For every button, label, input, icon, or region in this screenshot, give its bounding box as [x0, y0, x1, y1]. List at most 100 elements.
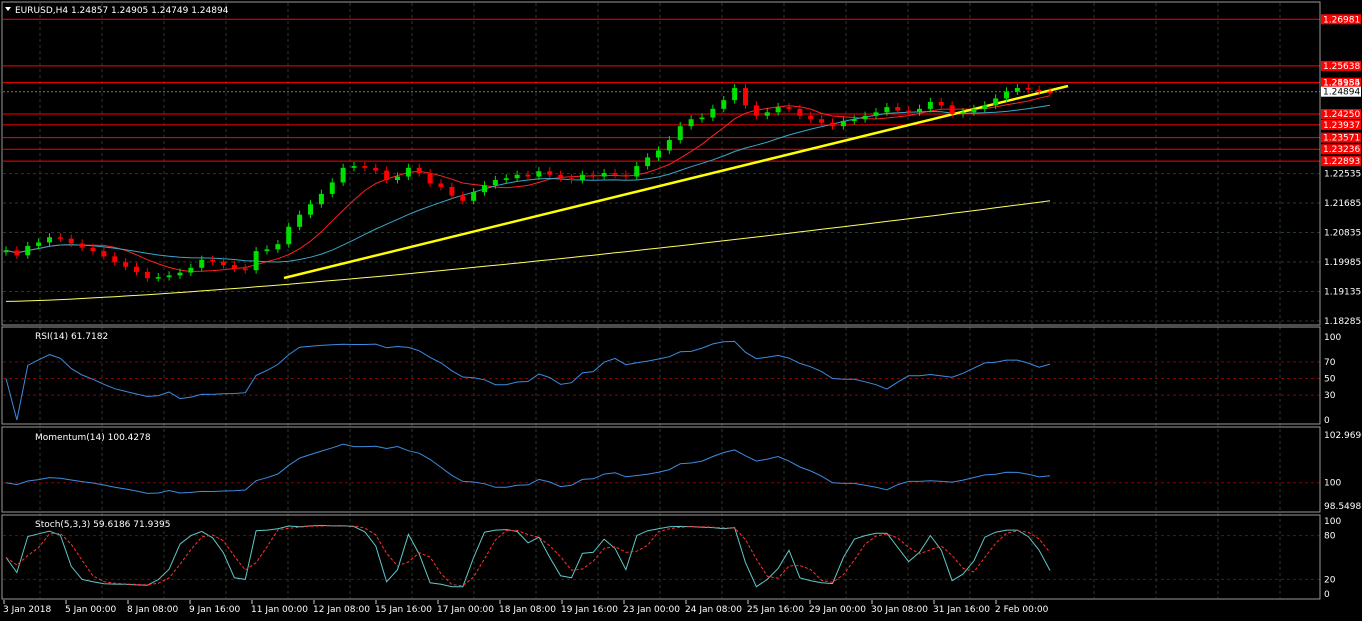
time-tick-label: 9 Jan 16:00	[189, 605, 241, 615]
candle-body	[329, 182, 335, 194]
time-tick-label: 29 Jan 00:00	[809, 605, 866, 615]
moving-averages	[5, 95, 1051, 302]
current-price-label: 1.24894	[1323, 88, 1360, 98]
time-tick-label: 12 Jan 08:00	[313, 605, 370, 615]
candle-body	[492, 179, 498, 186]
candle-body	[166, 275, 172, 278]
price-level-label: 1.22893	[1323, 157, 1360, 167]
candle-body	[395, 176, 400, 180]
time-tick-label: 3 Jan 2018	[3, 605, 51, 615]
stoch-main-line	[5, 524, 1051, 588]
candle-body	[264, 249, 270, 252]
time-tick-label: 25 Jan 16:00	[747, 605, 804, 615]
price-tick: 1.21685	[1324, 199, 1361, 209]
candle-body	[971, 108, 977, 113]
candle-body	[558, 174, 564, 179]
candle-body	[36, 242, 42, 246]
candle-body	[253, 251, 259, 271]
candle-body	[830, 122, 835, 127]
time-tick-label: 11 Jan 00:00	[251, 605, 308, 615]
time-tick-label: 19 Jan 16:00	[561, 605, 618, 615]
price-level-tag	[1321, 60, 1361, 71]
ma-fast-line	[5, 95, 1051, 273]
candle-body	[579, 174, 585, 180]
candle-body	[177, 272, 183, 276]
menu-arrow-icon[interactable]	[5, 7, 11, 11]
price-level-label: 1.25638	[1323, 62, 1360, 72]
price-tick: 1.19985	[1324, 258, 1361, 268]
price-level-label: 1.23571	[1323, 134, 1360, 144]
price-level-tag	[1321, 14, 1361, 25]
candle-body	[188, 267, 194, 273]
time-tick-label: 31 Jan 16:00	[933, 605, 990, 615]
candle-body	[906, 110, 912, 113]
candle-body	[569, 178, 574, 180]
candle-body	[656, 150, 661, 158]
time-tick-label: 24 Jan 08:00	[685, 605, 742, 615]
candle-body	[242, 268, 248, 271]
candle-body	[666, 140, 672, 151]
candle-body	[25, 245, 31, 256]
current-price-tag	[1321, 86, 1361, 97]
candle-body	[449, 186, 455, 196]
candle-body	[134, 266, 139, 272]
candle-body	[699, 117, 705, 120]
panel-frame	[1, 426, 1321, 513]
candle-body	[884, 107, 890, 113]
candle-body	[960, 112, 966, 115]
candle-body	[525, 174, 531, 177]
price-level-label: 1.23236	[1323, 145, 1360, 155]
candle-body	[47, 237, 52, 243]
candle-body	[710, 108, 716, 118]
candle-body	[1025, 88, 1031, 90]
candle-body	[590, 174, 596, 177]
chart-grid	[3, 3, 1320, 598]
candle-body	[775, 107, 781, 113]
price-level-label: 1.23937	[1323, 121, 1360, 131]
candle-body	[688, 119, 694, 127]
price-tick: 1.18285	[1324, 317, 1361, 327]
candle-body	[677, 126, 683, 141]
candle-body	[1014, 88, 1020, 92]
candle-body	[112, 256, 118, 263]
panel-frame	[1, 514, 1321, 600]
candle-body	[764, 112, 770, 116]
time-tick-label: 30 Jan 08:00	[871, 605, 928, 615]
candle-body	[351, 166, 357, 168]
candle-body	[982, 105, 988, 109]
candle-body	[438, 183, 444, 187]
momentum-line	[5, 443, 1051, 494]
candle-body	[612, 173, 618, 175]
candle-body	[1047, 91, 1053, 93]
rsi-line	[5, 340, 1051, 421]
candle-body	[14, 250, 20, 256]
candle-body	[123, 262, 129, 267]
axis-tick: 30	[1324, 391, 1336, 401]
price-level-tag	[1321, 144, 1361, 155]
axis-tick: 98.5498	[1324, 502, 1361, 512]
price-level-label: 1.25154	[1323, 79, 1360, 89]
time-tick-label: 8 Jan 08:00	[127, 605, 179, 615]
candle-body	[873, 112, 879, 116]
axis-tick: 102.9696	[1324, 431, 1362, 441]
axis-tick: 20	[1324, 575, 1336, 585]
candle-body	[199, 259, 205, 268]
candle-body	[427, 173, 433, 184]
axis-tick: 70	[1324, 358, 1336, 368]
candle-body	[808, 115, 814, 120]
candle-body	[634, 166, 640, 177]
candle-body	[318, 193, 324, 205]
candle-body	[384, 170, 390, 180]
price-level-label: 1.26981	[1323, 15, 1360, 25]
candlesticks	[3, 83, 1053, 282]
candle-body	[938, 101, 944, 106]
candle-body	[993, 98, 999, 106]
axis-tick: 80	[1324, 532, 1336, 542]
candle-body	[90, 247, 96, 252]
trendline[interactable]	[283, 84, 1069, 280]
candle-body	[362, 166, 368, 168]
candle-body	[732, 88, 738, 101]
price-level-tag	[1321, 156, 1361, 167]
